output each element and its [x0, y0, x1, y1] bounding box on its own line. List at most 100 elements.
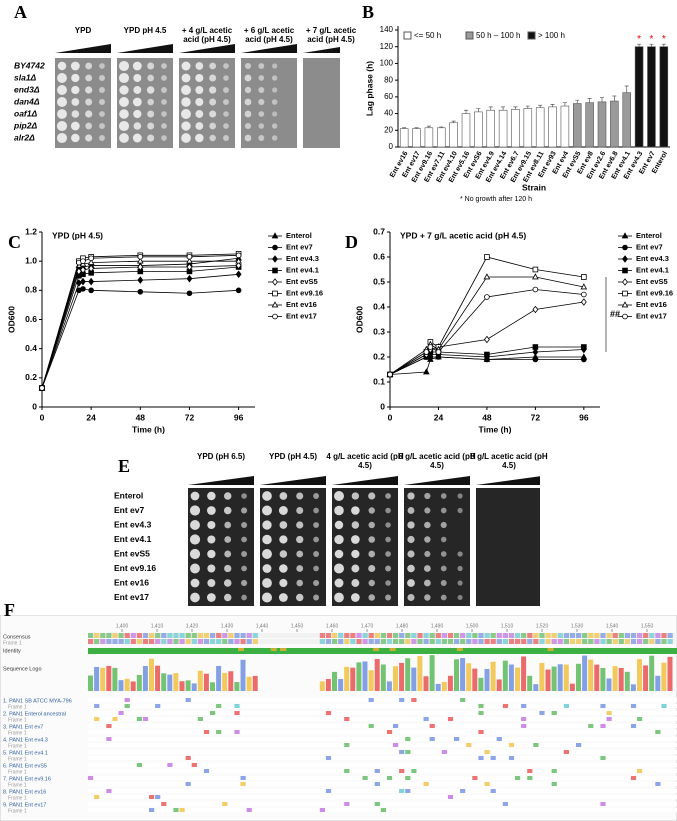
- colony-spot: [209, 122, 217, 130]
- residue: [203, 769, 210, 773]
- legend-swatch: [465, 31, 474, 40]
- bar: [498, 109, 508, 148]
- residue: [478, 756, 484, 760]
- colony-spot: [407, 521, 415, 529]
- marker: [484, 335, 490, 344]
- marker: [532, 356, 539, 363]
- colony-spot: [385, 565, 392, 572]
- logo-glyph: [173, 673, 179, 691]
- residue: [106, 633, 112, 638]
- colony-spot: [368, 579, 375, 587]
- colony-spot: [207, 491, 216, 501]
- residue: [441, 639, 447, 644]
- y-tick-label: 0.7: [373, 226, 385, 236]
- colony-spot: [262, 549, 272, 559]
- residue: [521, 639, 527, 644]
- sequence-strip: [88, 782, 677, 786]
- residue: [539, 711, 545, 715]
- y-axis-label: OD600: [6, 306, 16, 333]
- y-tick-label: 80: [384, 75, 393, 84]
- logo-glyph: [423, 676, 429, 691]
- chart-d: 0 0.1 0.2 0.3 0.4 0.5 0.6 0.7 0 24 48 72 96 YPD + 7 g…: [354, 226, 673, 434]
- sequence-label: 9. PAN1 Ent ev17: [3, 802, 46, 808]
- colony-spot: [244, 62, 252, 70]
- colony-spot: [351, 579, 360, 587]
- sequence-label: 8. PAN1 Ent ev16: [3, 789, 46, 795]
- residue: [203, 730, 210, 734]
- colony-spot: [279, 492, 288, 500]
- residue: [161, 639, 167, 644]
- ruler-label: 1,500: [466, 623, 479, 629]
- colony-spot: [313, 536, 319, 543]
- residue: [88, 776, 94, 780]
- residue: [600, 639, 606, 644]
- colony-spot: [334, 534, 344, 545]
- sequence-label: 2. PAN1 Enterol ancestral: [3, 711, 66, 717]
- colony-spot: [195, 86, 204, 94]
- colony-spot: [258, 98, 265, 106]
- condition-header: + 6 g/L acetic acid (pH 4.5): [243, 26, 295, 44]
- residue: [368, 633, 374, 638]
- strain-label: Enterol: [114, 490, 143, 500]
- residue: [234, 730, 240, 734]
- error-bar: [562, 102, 567, 107]
- dilution-wedge: [476, 476, 540, 485]
- chart-title: YPD (pH 4.5): [52, 230, 103, 240]
- y-tick-label: 120: [380, 42, 394, 51]
- colony-spot: [241, 579, 248, 587]
- colony-spot: [440, 551, 447, 557]
- colony-spot: [279, 550, 288, 558]
- colony-spot: [262, 534, 272, 545]
- marker: [532, 273, 539, 280]
- no-growth-marker: *: [662, 34, 666, 45]
- residue: [118, 639, 124, 644]
- residue: [521, 704, 527, 708]
- strain-label: sla1Δ: [14, 72, 37, 82]
- residue: [222, 633, 228, 638]
- logo-glyph: [350, 667, 356, 691]
- logo-glyph: [344, 666, 350, 691]
- sequence-strip: [88, 802, 677, 806]
- bar: [548, 106, 557, 148]
- marker: [532, 286, 539, 293]
- colony-spot: [457, 565, 463, 572]
- panel-label: F: [4, 600, 15, 620]
- colony-spot: [223, 492, 232, 500]
- marker: [532, 344, 539, 350]
- residue: [344, 802, 350, 806]
- series-line: [41, 254, 239, 389]
- residue: [490, 756, 496, 760]
- logo-glyph: [88, 675, 93, 691]
- residue: [411, 633, 417, 638]
- marker: [88, 277, 95, 286]
- residue: [344, 769, 350, 773]
- residue: [649, 633, 655, 638]
- colony-spot: [241, 536, 247, 543]
- logo-glyph: [484, 668, 490, 691]
- legend-marker: [622, 278, 628, 286]
- residue: [362, 776, 368, 780]
- residue: [533, 639, 539, 644]
- logo-glyph: [222, 672, 228, 691]
- marker: [581, 356, 587, 363]
- colony-spot: [209, 98, 217, 106]
- residue: [222, 639, 228, 644]
- residue: [368, 698, 374, 702]
- panel-label: D: [345, 232, 358, 252]
- marker: [580, 298, 587, 306]
- residue: [478, 730, 484, 734]
- residue: [576, 633, 582, 638]
- y-tick-label: 100: [380, 59, 394, 68]
- row-label: Consensus: [3, 634, 31, 640]
- colony-spot: [424, 492, 431, 500]
- residue: [325, 639, 332, 644]
- residue: [527, 769, 533, 773]
- condition-header: 8 g/L acetic acid (pH 4.5): [470, 452, 548, 470]
- colony-spot: [181, 97, 191, 107]
- plate: [260, 488, 326, 606]
- residue: [466, 639, 472, 644]
- residue: [356, 639, 362, 644]
- logo-glyph: [600, 667, 606, 691]
- ruler-label: 1,510: [501, 623, 514, 629]
- colony-spot: [258, 63, 265, 69]
